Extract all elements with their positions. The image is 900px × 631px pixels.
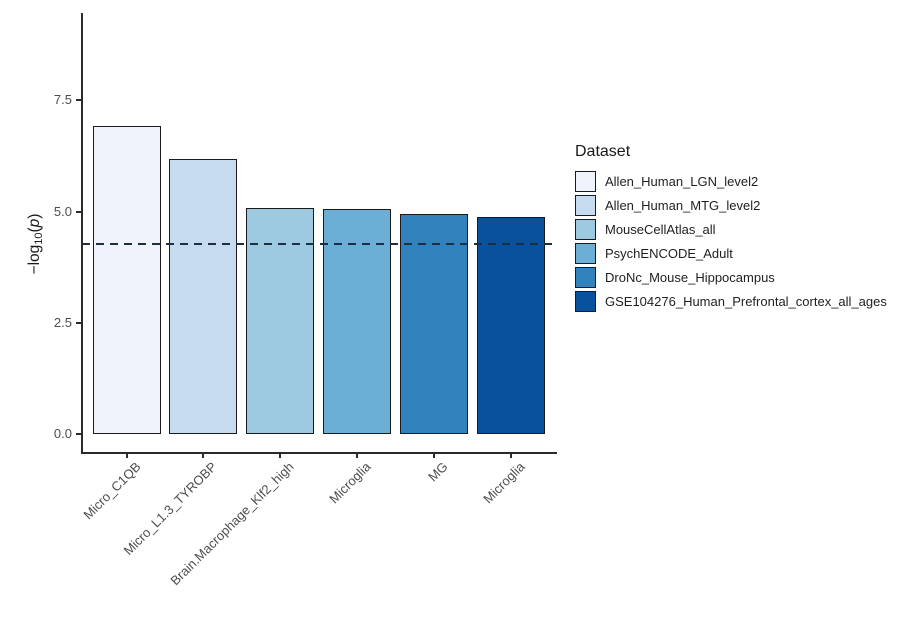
legend-item: Allen_Human_MTG_level2 [575,194,887,216]
legend-title: Dataset [575,143,631,160]
legend-item-label: DroNc_Mouse_Hippocampus [605,269,775,285]
y-axis-title-prefix: −log [26,244,43,275]
legend-swatch [575,242,596,264]
legend-item-label: PsychENCODE_Adult [605,245,733,261]
legend-item-label: Allen_Human_MTG_level2 [605,197,761,213]
legend-item: PsychENCODE_Adult [575,242,887,264]
legend-item-label: GSE104276_Human_Prefrontal_cortex_all_ag… [605,293,887,309]
legend-item-label: MouseCellAtlas_all [605,221,716,237]
x-tick-mark [202,453,205,458]
bar [92,125,161,434]
y-tick-label: 5.0 [53,203,72,219]
legend-swatch [575,290,596,312]
legend-swatch [575,218,596,240]
y-tick-mark [76,99,82,102]
x-tick-mark [279,453,282,458]
x-tick-mark [355,453,358,458]
y-tick-mark [76,210,82,213]
x-axis-line [81,452,557,454]
bar [399,213,468,434]
bar [322,208,391,434]
y-tick-label: 7.5 [53,92,72,108]
legend-swatch [575,266,596,288]
bar [246,208,315,434]
bar [476,216,545,434]
y-axis-line [81,13,83,454]
legend-items: Allen_Human_LGN_level2 Allen_Human_MTG_le… [575,170,887,312]
y-axis-title: −log10(p) [26,214,45,275]
x-tick-mark [432,453,435,458]
y-axis-title-subscript: 10 [33,232,45,245]
legend-item: Allen_Human_LGN_level2 [575,170,887,192]
legend: Dataset Allen_Human_LGN_level2 Allen_Huma… [575,143,887,314]
y-tick-mark [76,433,82,435]
y-tick-mark [76,321,82,324]
y-tick-label: 2.5 [53,314,72,330]
y-tick-label: 0.0 [53,426,72,441]
legend-item: GSE104276_Human_Prefrontal_cortex_all_ag… [575,290,887,312]
legend-item: DroNc_Mouse_Hippocampus [575,266,887,288]
y-axis-title-p: p [26,218,43,228]
legend-item-label: Allen_Human_LGN_level2 [605,173,759,189]
legend-item: MouseCellAtlas_all [575,218,887,240]
x-tick-mark [509,453,512,458]
legend-swatch [575,194,596,216]
legend-swatch [575,170,596,192]
bar [169,158,238,434]
x-tick-mark [125,453,128,458]
threshold-line [82,243,555,246]
